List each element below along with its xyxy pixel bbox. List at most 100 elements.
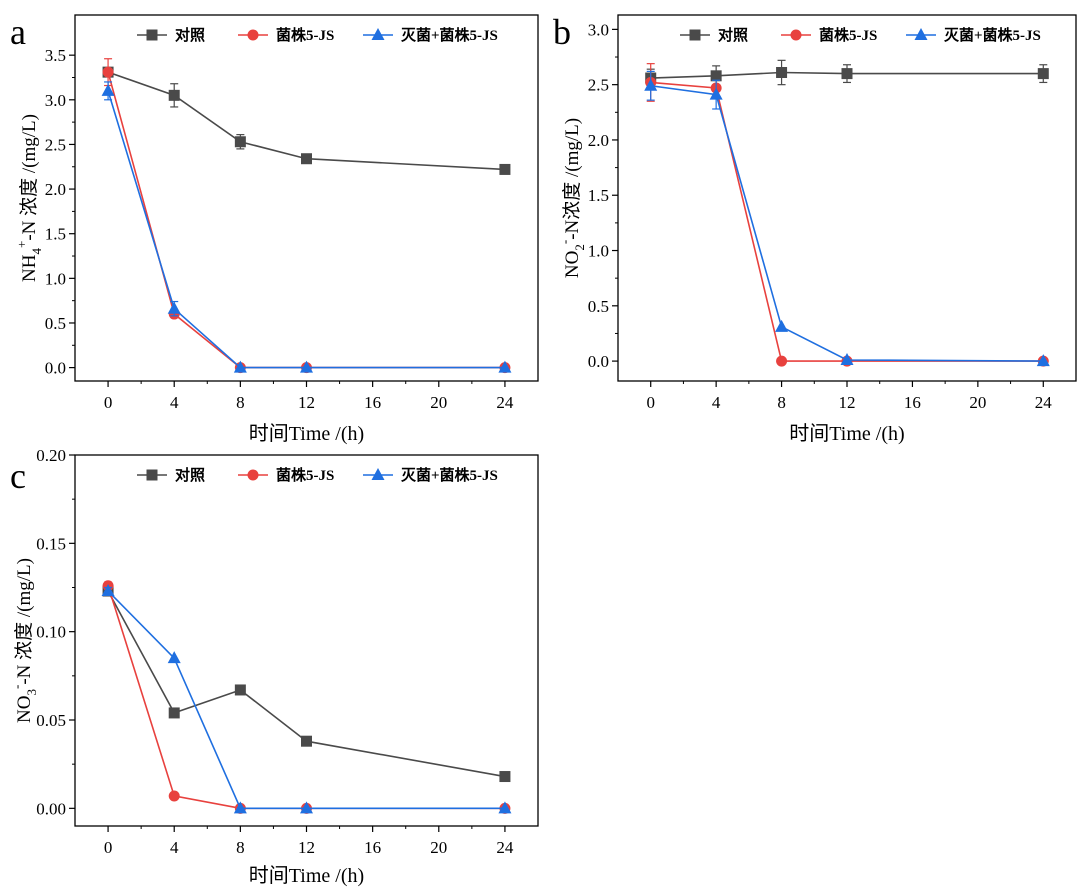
y-tick-label: 3.0 <box>588 20 609 39</box>
x-tick-label: 16 <box>904 393 921 412</box>
y-tick-label: 1.5 <box>45 225 66 244</box>
y-label-rest: -N浓度 /(mg/L) <box>561 118 583 240</box>
y-axis-label: NO2--N浓度 /(mg/L) <box>557 118 587 278</box>
data-point <box>776 355 788 367</box>
legend-marker <box>247 29 259 41</box>
x-tick-label: 16 <box>364 393 381 412</box>
panel-letter: b <box>553 12 571 52</box>
data-point <box>168 707 180 719</box>
x-tick-label: 0 <box>104 393 113 412</box>
legend-marker <box>790 29 802 41</box>
y-label-sub: 3 <box>24 689 39 696</box>
y-tick-label: 0.10 <box>36 623 66 642</box>
y-tick-label: 0.15 <box>36 534 66 553</box>
x-tick-label: 24 <box>496 393 514 412</box>
data-point <box>167 651 181 664</box>
x-tick-label: 20 <box>430 393 447 412</box>
data-point <box>101 584 115 597</box>
data-point <box>301 735 312 747</box>
x-tick-label: 24 <box>496 838 514 857</box>
y-tick-label: 3.5 <box>45 46 66 65</box>
y-label-main: NH <box>19 254 40 282</box>
data-point <box>841 68 853 80</box>
legend-label: 菌株5-JS <box>276 26 334 44</box>
panel-letter: c <box>10 456 26 496</box>
data-point <box>498 360 512 373</box>
data-point <box>233 360 247 373</box>
legend-marker <box>371 28 385 40</box>
x-tick-label: 4 <box>170 838 179 857</box>
y-label-main: NO <box>14 696 35 723</box>
y-tick-label: 0.0 <box>45 359 66 378</box>
series-line-1 <box>107 585 505 810</box>
x-axis-label: 时间Time /(h) <box>789 422 904 445</box>
y-tick-label: 1.5 <box>588 186 609 205</box>
x-tick-label: 0 <box>646 393 655 412</box>
x-tick-label: 0 <box>104 838 113 857</box>
series-line-1 <box>650 81 1044 362</box>
data-point <box>776 66 788 78</box>
chart-panel-a: a 0 4 8 12 16 20 24 0.0 0.5 1.0 1.5 2.0 2.5 3.0 3.5 时间Ti… <box>10 12 539 445</box>
y-tick-label: 0.00 <box>36 799 66 818</box>
y-label-main: NO <box>562 251 583 278</box>
x-tick-label: 20 <box>969 393 986 412</box>
y-label-sub: 2 <box>572 244 587 251</box>
x-tick-label: 8 <box>777 393 786 412</box>
series-line-0 <box>107 590 506 778</box>
x-axis-label: 时间Time /(h) <box>249 422 364 445</box>
x-tick-label: 20 <box>430 838 447 857</box>
legend-label: 灭菌+菌株5-JS <box>943 26 1041 44</box>
legend-marker <box>689 29 701 41</box>
x-tick-label: 16 <box>364 838 381 857</box>
x-tick-label: 12 <box>298 393 315 412</box>
x-tick-label: 24 <box>1035 393 1053 412</box>
data-point <box>168 790 180 802</box>
data-point <box>301 153 312 165</box>
legend-label: 菌株5-JS <box>819 26 877 44</box>
y-tick-label: 2.0 <box>588 131 609 150</box>
data-point <box>102 66 114 78</box>
x-tick-label: 8 <box>236 838 245 857</box>
y-tick-label: 1.0 <box>45 269 66 288</box>
series-line-2 <box>650 84 1044 362</box>
y-tick-label: 2.5 <box>588 76 609 95</box>
legend-label: 菌株5-JS <box>276 466 334 484</box>
y-label-sup: + <box>14 241 29 248</box>
panel-letter: a <box>10 12 26 52</box>
data-point <box>234 684 246 696</box>
legend-marker <box>914 28 928 40</box>
data-point <box>168 89 180 101</box>
x-axis-label: 时间Time /(h) <box>249 864 364 887</box>
chart-panel-c: c 0 4 8 12 16 20 24 0.00 0.05 0.10 0.15 0.20 时间Time /… <box>9 446 539 887</box>
y-tick-label: 3.0 <box>45 91 66 110</box>
legend-marker <box>146 469 158 481</box>
series-line-2 <box>107 90 505 369</box>
legend-marker <box>371 468 385 480</box>
data-point <box>710 70 722 82</box>
legend-label: 对照 <box>175 26 205 44</box>
x-tick-label: 12 <box>298 838 315 857</box>
y-tick-label: 0.5 <box>588 297 609 316</box>
data-point <box>709 87 723 100</box>
data-point <box>499 163 511 175</box>
y-label-sup: - <box>9 685 24 689</box>
data-point <box>234 136 246 148</box>
data-point <box>499 771 511 783</box>
y-tick-label: 0.20 <box>36 446 66 465</box>
data-point <box>644 78 658 91</box>
plot-frame <box>74 14 539 382</box>
y-tick-label: 0.05 <box>36 711 66 730</box>
series-line-1 <box>107 71 505 369</box>
x-tick-label: 4 <box>170 393 179 412</box>
x-tick-label: 8 <box>236 393 245 412</box>
y-axis-label: NH4+-N 浓度 /(mg/L) <box>14 114 44 282</box>
data-point <box>101 83 115 96</box>
chart-panel-b: b 0 4 8 12 16 20 24 0.0 0.5 1.0 1.5 2.0 2.5 3.0 时间Time … <box>553 12 1077 445</box>
data-point <box>1037 68 1049 80</box>
data-point <box>167 301 181 314</box>
data-point <box>233 801 247 814</box>
y-tick-label: 1.0 <box>588 242 609 261</box>
data-point <box>300 360 313 373</box>
legend-marker <box>146 29 158 41</box>
